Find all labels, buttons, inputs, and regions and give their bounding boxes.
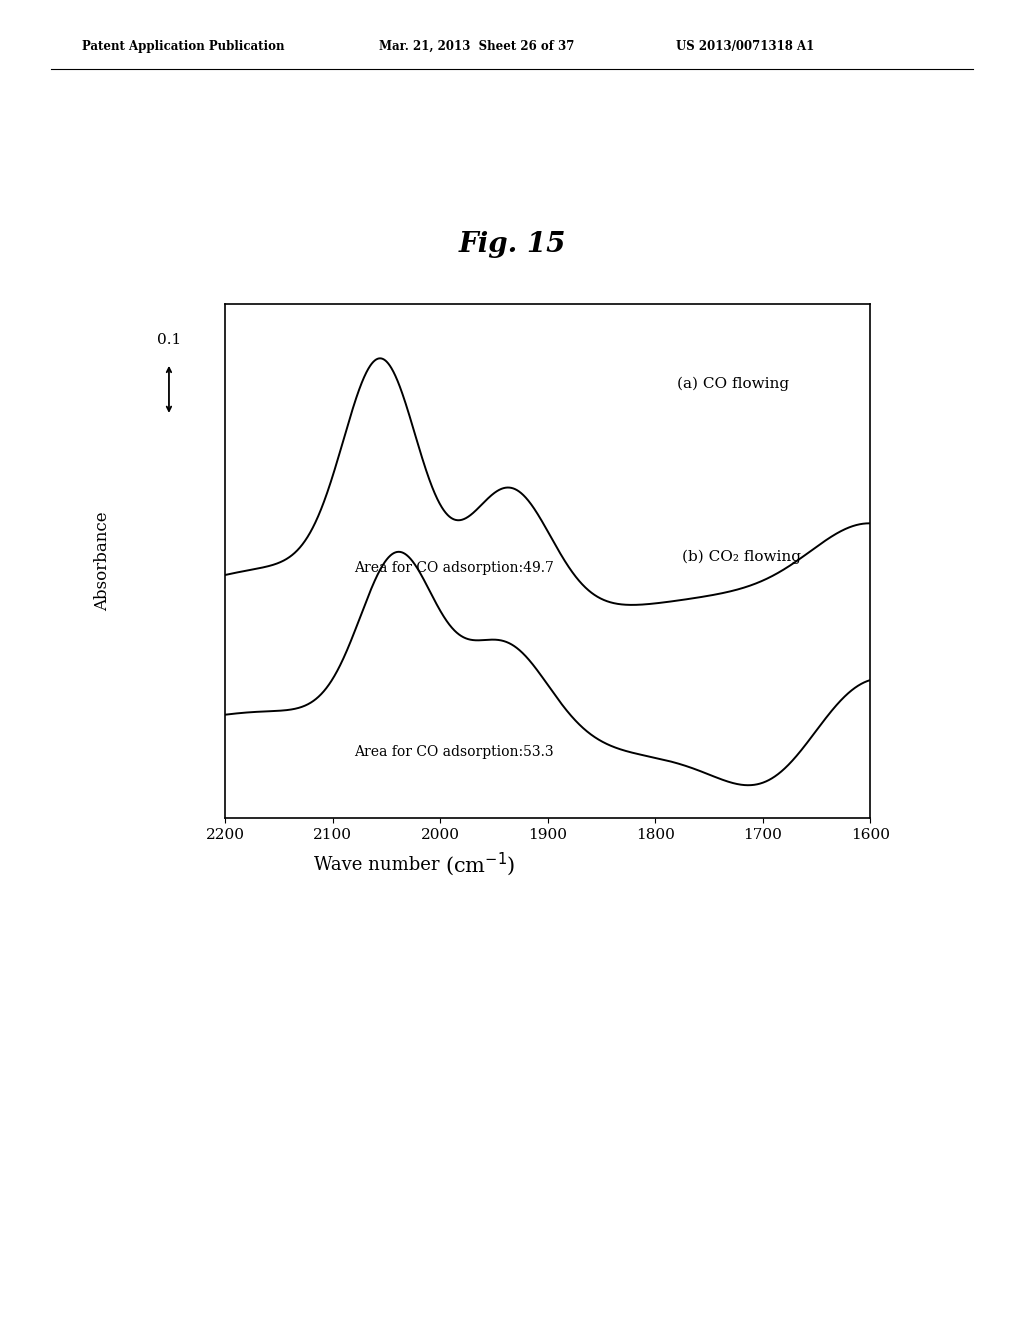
Text: (b) CO₂ flowing: (b) CO₂ flowing: [682, 549, 801, 564]
Text: (a) CO flowing: (a) CO flowing: [677, 376, 788, 391]
Text: Absorbance: Absorbance: [94, 511, 111, 611]
Text: (cm$^{-1}$): (cm$^{-1}$): [445, 851, 516, 878]
Text: 0.1: 0.1: [157, 333, 181, 347]
Text: Fig. 15: Fig. 15: [459, 231, 565, 257]
Text: Mar. 21, 2013  Sheet 26 of 37: Mar. 21, 2013 Sheet 26 of 37: [379, 40, 574, 53]
Text: Area for CO adsorption:49.7: Area for CO adsorption:49.7: [354, 561, 554, 576]
Text: Wave number: Wave number: [314, 855, 445, 874]
Text: Patent Application Publication: Patent Application Publication: [82, 40, 285, 53]
Text: Area for CO adsorption:53.3: Area for CO adsorption:53.3: [354, 744, 554, 759]
Text: US 2013/0071318 A1: US 2013/0071318 A1: [676, 40, 814, 53]
